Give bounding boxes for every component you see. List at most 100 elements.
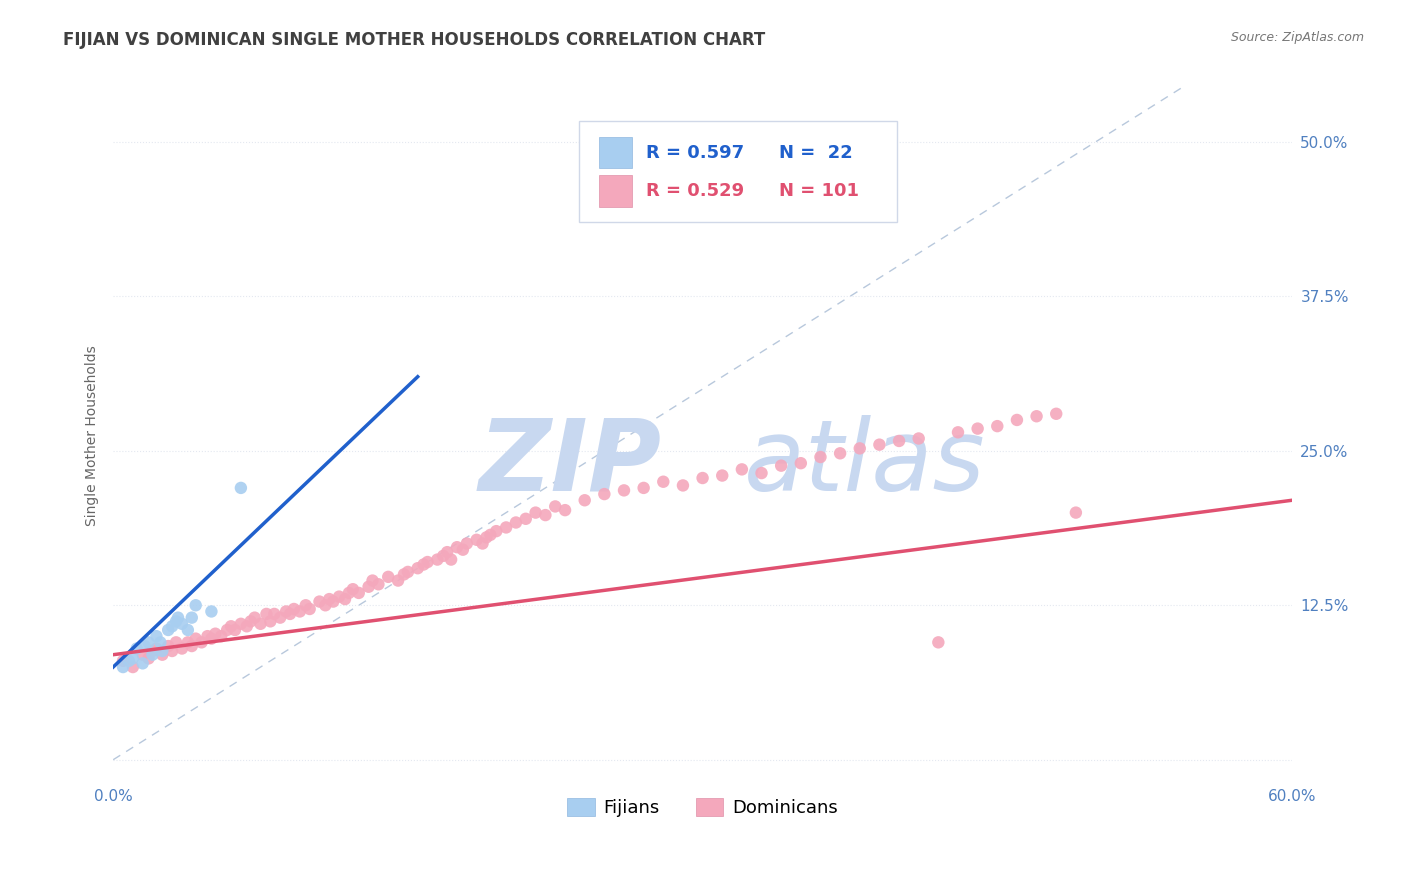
Text: ZIP: ZIP xyxy=(478,415,661,512)
Point xyxy=(347,586,370,600)
Point xyxy=(294,599,316,613)
Point xyxy=(495,520,517,534)
Point xyxy=(396,565,419,579)
Point xyxy=(274,604,297,618)
Point xyxy=(711,468,734,483)
Point xyxy=(505,516,527,530)
Point xyxy=(318,592,340,607)
Point xyxy=(131,657,153,671)
Point xyxy=(177,623,200,637)
Point xyxy=(269,610,291,624)
Point xyxy=(184,599,207,613)
Point xyxy=(613,483,636,498)
Point xyxy=(426,552,449,566)
Point xyxy=(160,619,183,633)
Point xyxy=(167,610,190,624)
Text: R = 0.597: R = 0.597 xyxy=(645,144,744,161)
Point xyxy=(465,533,488,547)
Point xyxy=(259,615,281,629)
Point xyxy=(342,582,364,597)
Point xyxy=(263,607,285,621)
Point xyxy=(165,635,187,649)
Point xyxy=(790,456,813,470)
Point xyxy=(177,635,200,649)
Point xyxy=(966,421,988,435)
Legend: Fijians, Dominicans: Fijians, Dominicans xyxy=(560,790,845,824)
Point xyxy=(308,594,330,608)
Point xyxy=(157,639,180,653)
Point xyxy=(524,506,547,520)
Text: R = 0.529: R = 0.529 xyxy=(645,182,744,200)
Point xyxy=(243,610,266,624)
Point xyxy=(190,635,212,649)
Point xyxy=(361,574,384,588)
Point xyxy=(554,503,576,517)
Point xyxy=(150,644,173,658)
Point xyxy=(357,580,380,594)
Point xyxy=(652,475,675,489)
Point xyxy=(288,604,311,618)
Point xyxy=(830,446,852,460)
Point xyxy=(377,570,399,584)
Point xyxy=(1045,407,1067,421)
Text: N =  22: N = 22 xyxy=(779,144,853,161)
Y-axis label: Single Mother Households: Single Mother Households xyxy=(86,345,100,525)
Point xyxy=(239,615,262,629)
Point xyxy=(986,419,1008,434)
Point xyxy=(446,540,468,554)
Point xyxy=(145,629,167,643)
Point xyxy=(475,530,498,544)
Point xyxy=(672,478,695,492)
Point xyxy=(138,651,160,665)
Point xyxy=(848,442,870,456)
Point xyxy=(141,648,163,662)
Point xyxy=(254,607,277,621)
Text: Source: ZipAtlas.com: Source: ZipAtlas.com xyxy=(1230,31,1364,45)
Point xyxy=(544,500,567,514)
Point xyxy=(810,450,832,464)
Point xyxy=(440,552,463,566)
Point xyxy=(134,639,156,653)
Point xyxy=(298,602,321,616)
Point xyxy=(367,577,389,591)
Point xyxy=(456,536,478,550)
Point xyxy=(392,567,415,582)
Point xyxy=(412,558,434,572)
Point xyxy=(515,512,537,526)
Point xyxy=(249,616,271,631)
Point xyxy=(406,561,429,575)
Point xyxy=(204,626,226,640)
Point xyxy=(534,508,557,522)
Point xyxy=(593,487,616,501)
Point xyxy=(209,629,232,643)
Point xyxy=(328,590,350,604)
Text: atlas: atlas xyxy=(744,415,986,512)
Point xyxy=(229,616,252,631)
FancyBboxPatch shape xyxy=(599,137,631,169)
Point xyxy=(333,592,356,607)
Point xyxy=(118,654,141,668)
FancyBboxPatch shape xyxy=(599,176,631,207)
Point xyxy=(184,632,207,646)
Point xyxy=(157,623,180,637)
Point xyxy=(416,555,439,569)
Point xyxy=(236,619,259,633)
Point xyxy=(180,610,202,624)
Point xyxy=(451,542,474,557)
Point xyxy=(150,648,173,662)
Point xyxy=(180,639,202,653)
Point xyxy=(197,629,219,643)
Point xyxy=(160,644,183,658)
Point xyxy=(165,615,187,629)
Point xyxy=(322,594,344,608)
Point xyxy=(149,635,172,649)
Point xyxy=(217,623,239,637)
Point xyxy=(337,586,360,600)
Point xyxy=(471,536,494,550)
Point xyxy=(141,644,163,658)
Point xyxy=(436,545,458,559)
Point xyxy=(946,425,969,440)
Point xyxy=(278,607,301,621)
Point xyxy=(1005,413,1028,427)
Point xyxy=(131,648,153,662)
